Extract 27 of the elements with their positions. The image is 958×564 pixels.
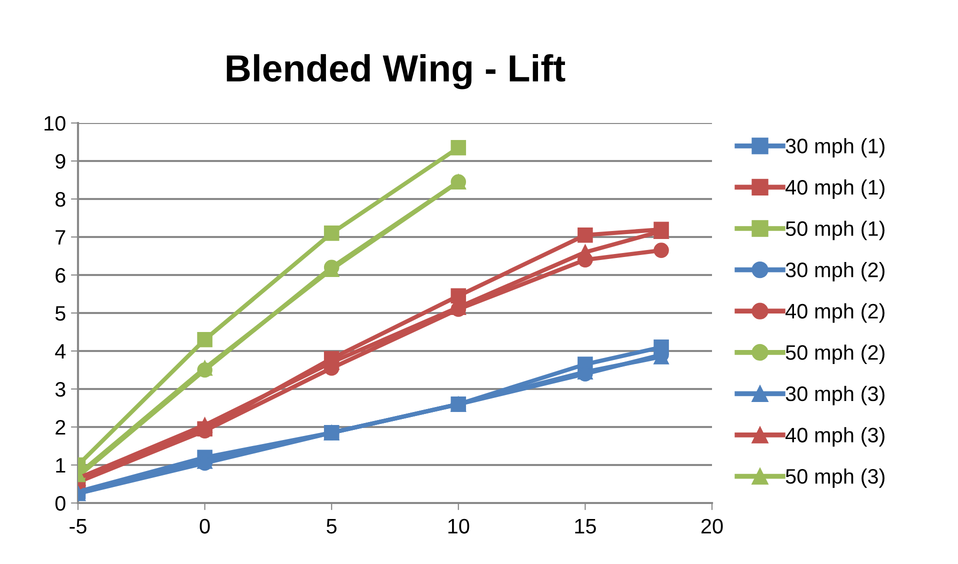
y-tick-label: 6 (56, 268, 66, 283)
x-tick-label: 10 (448, 518, 470, 534)
x-tick-label: 20 (701, 518, 723, 534)
y-tick-label: 0 (55, 496, 66, 511)
legend-label: 30 mph (2) (786, 262, 884, 282)
y-tick-label: 10 (44, 116, 66, 131)
legend-label: 50 mph (1) (786, 220, 884, 240)
y-tick-label: 2 (56, 420, 66, 435)
legend-label: 40 mph (3) (785, 427, 884, 447)
y-tick-label: 1 (56, 458, 66, 473)
x-tick-label: 0 (200, 518, 210, 534)
legend-label: 30 mph (1) (786, 138, 884, 158)
legend-label: 50 mph (3) (786, 468, 884, 488)
y-tick-label: 5 (55, 306, 66, 321)
legend-label: 50 mph (2) (786, 344, 884, 364)
y-tick-label: 4 (55, 344, 66, 359)
y-tick-label: 7 (56, 230, 66, 245)
y-tick-label: 3 (55, 382, 66, 397)
legend-label: 40 mph (2) (785, 303, 884, 323)
chart-title: Blended Wing - Lift (226, 54, 566, 90)
x-tick-label: 15 (575, 519, 596, 534)
y-tick-label: 9 (56, 154, 66, 169)
x-tick-label: 5 (326, 519, 337, 534)
y-tick-label: 8 (56, 192, 66, 207)
legend-label: 40 mph (1) (785, 179, 884, 199)
x-tick-label: -5 (70, 519, 86, 534)
legend-label: 30 mph (3) (786, 386, 884, 406)
